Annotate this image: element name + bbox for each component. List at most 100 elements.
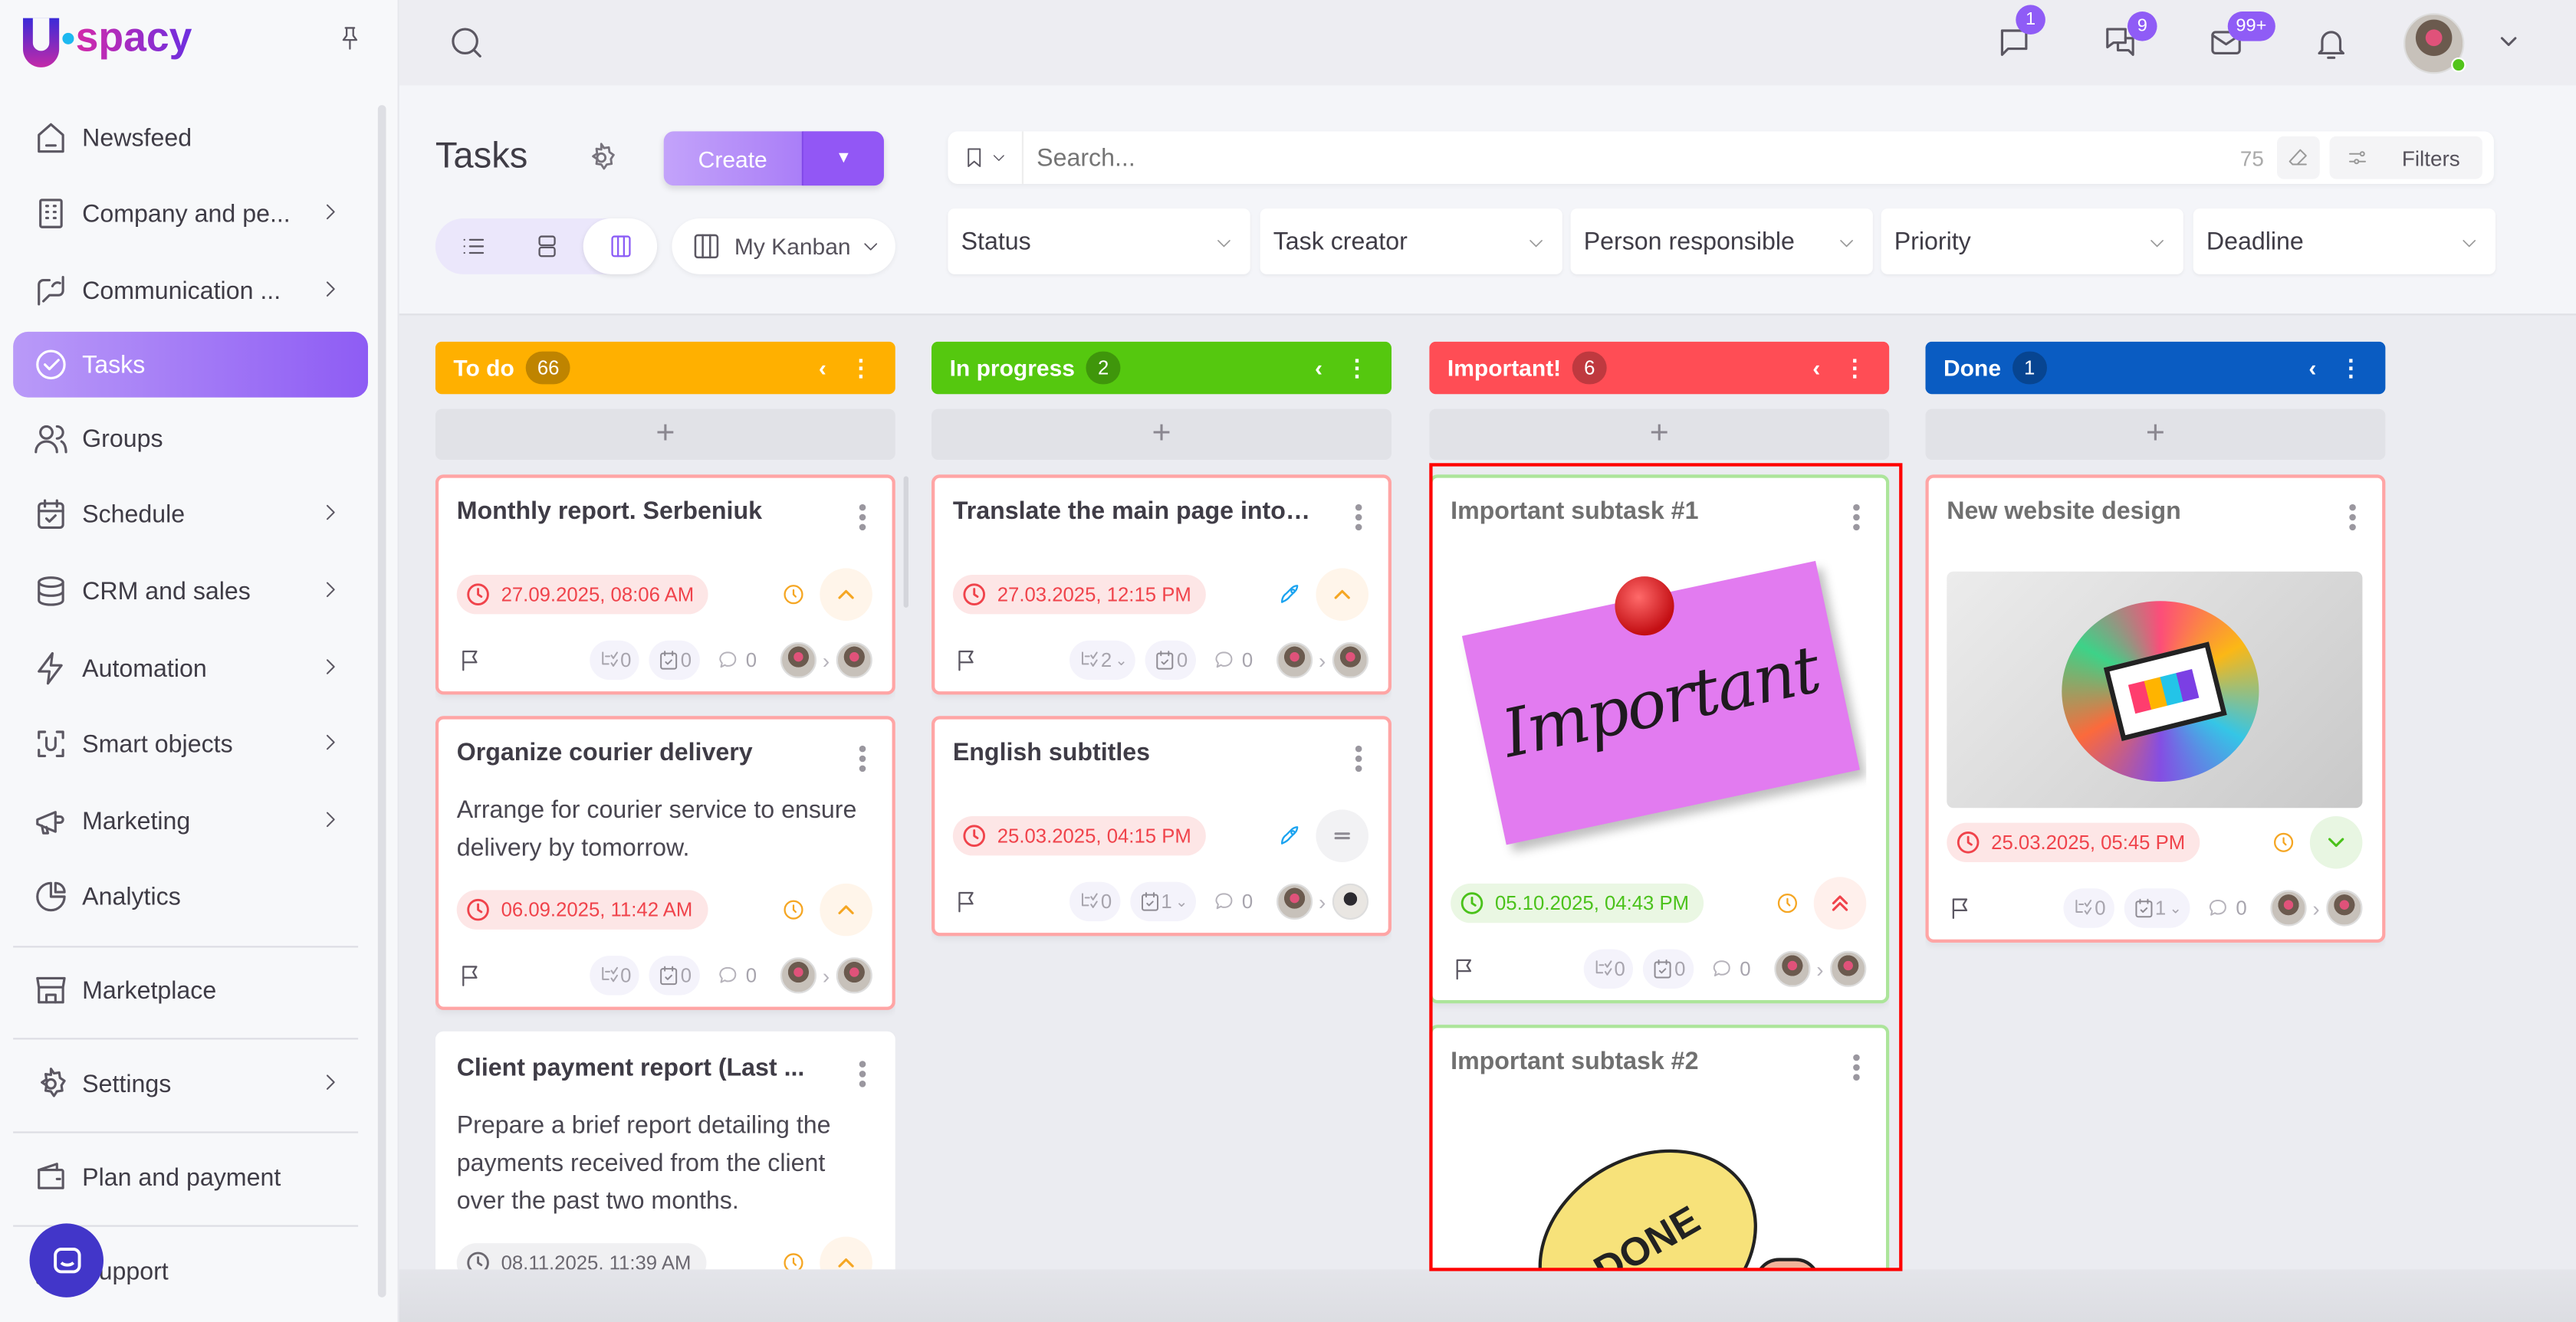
- task-card[interactable]: Translate the main page into pl 27.03.20…: [932, 474, 1392, 695]
- subtasks-pill[interactable]: 2 ⌄: [1070, 640, 1136, 681]
- task-menu-kebab-icon[interactable]: [2349, 504, 2356, 534]
- filter-status[interactable]: Status: [948, 208, 1250, 274]
- task-card[interactable]: New website design 25.03.2025, 05:45 PM …: [1925, 474, 2386, 943]
- deadline-pill[interactable]: 27.03.2025, 12:15 PM: [952, 575, 1207, 615]
- create-dropdown-caret-icon[interactable]: ▼: [801, 131, 884, 186]
- todo-column-scrollbar[interactable]: [903, 476, 909, 608]
- support-chat-button[interactable]: [29, 1223, 104, 1297]
- add-task-plus-button[interactable]: +: [1429, 408, 1890, 460]
- pin-icon[interactable]: [337, 23, 363, 53]
- checklists-pill[interactable]: 0: [1145, 640, 1196, 681]
- priority-low-chevron-down-icon[interactable]: [2309, 816, 2363, 869]
- sidebar-item-settings[interactable]: Settings: [13, 1051, 368, 1117]
- subtasks-pill[interactable]: 0: [2063, 888, 2114, 928]
- checklists-pill[interactable]: 1 ⌄: [2124, 888, 2190, 928]
- flag-icon[interactable]: [953, 647, 979, 673]
- deadline-pill[interactable]: 05.10.2025, 04:43 PM: [1451, 883, 1704, 923]
- column-menu-kebab-icon[interactable]: ⋮: [1346, 353, 1368, 381]
- subtasks-pill[interactable]: 0: [589, 956, 640, 996]
- task-title[interactable]: Translate the main page into pl: [952, 497, 1315, 526]
- comments[interactable]: 0: [1710, 957, 1751, 980]
- deadline-pill[interactable]: 08.11.2025, 11:39 AM: [456, 1243, 706, 1270]
- deadline-pill[interactable]: 25.03.2025, 04:15 PM: [952, 816, 1207, 856]
- sidebar-item-groups[interactable]: Groups: [13, 405, 368, 471]
- task-menu-kebab-icon[interactable]: [1355, 745, 1362, 776]
- filter-priority[interactable]: Priority: [1881, 208, 2183, 274]
- creator-avatar[interactable]: [780, 957, 816, 994]
- timer-status-icon[interactable]: [1774, 890, 1800, 916]
- collapse-column-chevron-icon[interactable]: ‹: [1812, 354, 1821, 382]
- sidebar-item-plan-and-payment[interactable]: Plan and payment: [13, 1145, 368, 1211]
- task-title[interactable]: Monthly report. Serbeniuk: [456, 497, 762, 526]
- column-header[interactable]: Important! 6 ‹ ⋮: [1429, 341, 1890, 395]
- task-card[interactable]: Organize courier delivery Arrange for co…: [435, 716, 895, 1010]
- comments[interactable]: 0: [716, 648, 757, 671]
- column-header[interactable]: Done 1 ‹ ⋮: [1925, 341, 2386, 395]
- flag-icon[interactable]: [953, 888, 979, 914]
- chat-button[interactable]: 1: [1996, 5, 2045, 61]
- checklists-pill[interactable]: 0: [649, 956, 700, 996]
- creator-avatar[interactable]: [1773, 950, 1810, 987]
- priority-highest-double-chevron-icon[interactable]: [1813, 877, 1867, 930]
- creator-avatar[interactable]: [780, 641, 816, 678]
- creator-avatar[interactable]: [2269, 890, 2306, 927]
- collapse-column-chevron-icon[interactable]: ‹: [818, 354, 826, 382]
- priority-high-chevron-up-icon[interactable]: [820, 883, 872, 937]
- checklists-pill[interactable]: 1 ⌄: [1129, 881, 1196, 922]
- task-title[interactable]: English subtitles: [952, 739, 1151, 767]
- flag-icon[interactable]: [1451, 956, 1477, 982]
- uspacy-logo[interactable]: spacy: [23, 14, 192, 69]
- column-header[interactable]: To do 66 ‹ ⋮: [435, 341, 895, 395]
- priority-high-chevron-up-icon[interactable]: [820, 568, 872, 621]
- task-card[interactable]: Client payment report (Last ... Prepare …: [435, 1031, 895, 1270]
- kanban-select[interactable]: My Kanban: [672, 218, 895, 274]
- column-menu-kebab-icon[interactable]: ⋮: [2339, 353, 2363, 381]
- flag-icon[interactable]: [1947, 895, 1973, 921]
- subtasks-pill[interactable]: 0: [589, 640, 640, 681]
- timer-status-icon[interactable]: [780, 1250, 807, 1270]
- saved-filters-bookmark-icon[interactable]: [948, 131, 1024, 184]
- checklists-pill[interactable]: 0: [649, 640, 700, 681]
- timer-status-icon[interactable]: [780, 897, 807, 923]
- responsible-avatar[interactable]: [1332, 641, 1368, 678]
- sidebar-item-marketplace[interactable]: Marketplace: [13, 957, 368, 1023]
- task-menu-kebab-icon[interactable]: [1853, 504, 1860, 534]
- sidebar-item-company-and-pe[interactable]: Company and pe...: [13, 181, 368, 247]
- creator-avatar[interactable]: [1276, 641, 1313, 678]
- collapse-column-chevron-icon[interactable]: ‹: [1314, 354, 1322, 382]
- horizontal-scrollbar-track[interactable]: [399, 1269, 2576, 1322]
- creator-avatar[interactable]: [1276, 883, 1313, 920]
- rocket-status-icon[interactable]: [1276, 823, 1303, 849]
- column-menu-kebab-icon[interactable]: ⋮: [849, 353, 872, 381]
- filter-person-responsible[interactable]: Person responsible: [1570, 208, 1873, 274]
- search-input[interactable]: [1024, 143, 2240, 172]
- deadline-pill[interactable]: 25.03.2025, 05:45 PM: [1947, 822, 2200, 862]
- responsible-avatar[interactable]: [836, 641, 872, 678]
- comments[interactable]: 0: [1212, 890, 1253, 913]
- timer-status-icon[interactable]: [780, 582, 807, 608]
- task-card[interactable]: Monthly report. Serbeniuk 27.09.2025, 08…: [435, 474, 895, 695]
- sidebar-item-analytics[interactable]: Analytics: [13, 864, 368, 930]
- rocket-status-icon[interactable]: [1276, 582, 1303, 608]
- task-menu-kebab-icon[interactable]: [1355, 504, 1362, 534]
- column-header[interactable]: In progress 2 ‹ ⋮: [932, 341, 1392, 395]
- column-menu-kebab-icon[interactable]: ⋮: [1843, 353, 1867, 381]
- responsible-avatar[interactable]: [836, 957, 872, 994]
- task-menu-kebab-icon[interactable]: [1853, 1054, 1860, 1084]
- collapse-column-chevron-icon[interactable]: ‹: [2308, 354, 2317, 382]
- flag-icon[interactable]: [457, 963, 483, 989]
- tasks-settings-gear-icon[interactable]: [585, 141, 618, 174]
- priority-high-chevron-up-icon[interactable]: [820, 1236, 872, 1270]
- filter-task-creator[interactable]: Task creator: [1260, 208, 1562, 274]
- card-view-icon[interactable]: [509, 218, 583, 274]
- notifications-bell-icon[interactable]: [2313, 25, 2349, 61]
- task-menu-kebab-icon[interactable]: [859, 745, 866, 776]
- global-search-icon[interactable]: [449, 25, 485, 61]
- list-view-icon[interactable]: [435, 218, 509, 274]
- sidebar-scrollbar[interactable]: [377, 105, 386, 1297]
- sidebar-item-smart-objects[interactable]: Smart objects: [13, 711, 368, 777]
- task-menu-kebab-icon[interactable]: [859, 504, 866, 534]
- priority-high-chevron-up-icon[interactable]: [1316, 568, 1368, 621]
- timer-status-icon[interactable]: [2270, 829, 2296, 855]
- deadline-pill[interactable]: 06.09.2025, 11:42 AM: [456, 890, 708, 930]
